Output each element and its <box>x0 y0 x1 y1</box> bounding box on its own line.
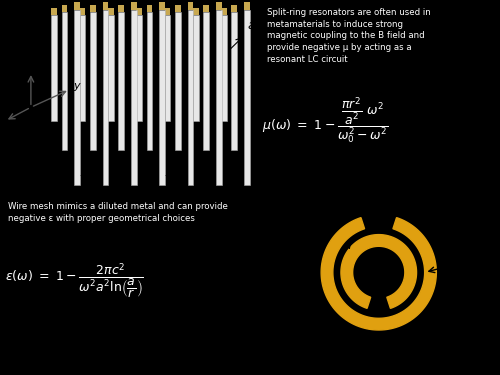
Bar <box>146 5 152 12</box>
Bar <box>175 5 180 12</box>
Bar <box>131 2 136 10</box>
Bar <box>136 15 142 121</box>
Bar <box>118 12 124 150</box>
Bar <box>221 8 227 15</box>
Bar <box>175 12 180 150</box>
Text: $x$: $x$ <box>0 117 6 127</box>
Bar <box>188 2 194 10</box>
Bar <box>74 10 80 185</box>
Bar <box>136 8 142 15</box>
Bar <box>193 15 198 121</box>
Bar <box>80 15 85 121</box>
Text: $r$: $r$ <box>347 237 356 252</box>
Bar <box>203 12 209 150</box>
Bar <box>193 8 198 15</box>
Text: $y$: $y$ <box>74 81 82 93</box>
Bar <box>62 12 67 150</box>
Text: $y$: $y$ <box>298 319 308 333</box>
Bar <box>102 10 108 185</box>
Text: $r$: $r$ <box>166 176 173 187</box>
Bar <box>164 15 170 121</box>
Bar <box>108 15 114 121</box>
Text: Wire mesh mimics a diluted metal and can provide
negative ε with proper geometri: Wire mesh mimics a diluted metal and can… <box>8 202 228 223</box>
Text: $x$: $x$ <box>343 353 352 366</box>
Bar <box>118 5 124 12</box>
Bar <box>90 12 96 150</box>
Bar <box>62 5 67 12</box>
Text: $a$: $a$ <box>88 177 96 187</box>
Bar <box>244 2 250 10</box>
Bar <box>80 8 85 15</box>
Bar <box>51 8 57 15</box>
Polygon shape <box>341 235 416 308</box>
Text: $\mu(\omega)\ =\ 1 - \dfrac{\dfrac{\pi r^2}{a^2}\ \omega^2}{\omega_0^2 - \omega^: $\mu(\omega)\ =\ 1 - \dfrac{\dfrac{\pi r… <box>262 96 388 146</box>
Bar <box>108 8 114 15</box>
Bar <box>102 2 108 10</box>
Text: $a$: $a$ <box>247 19 256 32</box>
Bar <box>203 5 209 12</box>
Text: $\epsilon(\omega)\ =\ 1 - \dfrac{2\pi c^2}{\omega^2 a^2 \ln\!\left(\dfrac{a}{r}\: $\epsilon(\omega)\ =\ 1 - \dfrac{2\pi c^… <box>5 262 144 301</box>
Bar <box>232 12 237 150</box>
Polygon shape <box>321 217 436 330</box>
Bar <box>221 15 227 121</box>
Bar <box>51 15 57 121</box>
Bar <box>232 5 237 12</box>
Bar <box>74 2 80 10</box>
Bar <box>164 8 170 15</box>
Text: $d$: $d$ <box>448 253 460 269</box>
Bar <box>188 10 194 185</box>
Bar <box>131 10 136 185</box>
Bar <box>90 5 96 12</box>
Bar <box>160 10 165 185</box>
Bar <box>244 10 250 185</box>
Bar <box>146 12 152 150</box>
Bar <box>216 10 222 185</box>
Bar <box>216 2 222 10</box>
Text: Split-ring resonators are often used in
metamaterials to induce strong
magnetic : Split-ring resonators are often used in … <box>267 8 431 64</box>
Bar <box>160 2 165 10</box>
Text: $z$: $z$ <box>23 60 31 70</box>
